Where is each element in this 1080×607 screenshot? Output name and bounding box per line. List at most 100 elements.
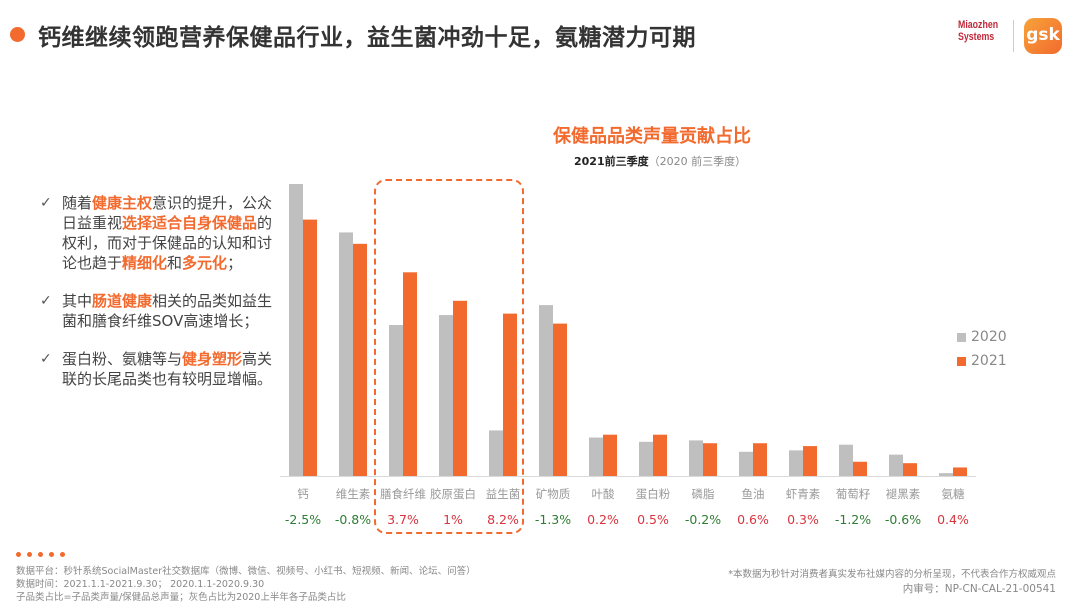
change-label: 0.6%	[737, 512, 769, 527]
bar-2021-7	[653, 434, 667, 476]
bar-2021-0	[303, 219, 317, 477]
category-label: 褪黑素	[886, 487, 921, 501]
change-label: -0.8%	[335, 512, 371, 527]
highlight-text: 健身塑形	[182, 350, 243, 368]
source-platform: 数据平台：秒针系统SocialMaster社交数据库（微博、微信、视频号、小红书…	[16, 566, 476, 577]
bar-2020-2	[389, 325, 403, 476]
bar-2020-12	[889, 454, 903, 476]
bar-2021-6	[603, 434, 617, 476]
bar-2020-4	[489, 430, 503, 476]
category-label: 蛋白粉	[636, 487, 671, 501]
change-label: 0.4%	[937, 512, 969, 527]
legend-item-2020: 2020	[957, 325, 1007, 349]
bullet-text: 意识的提升，公众日益重视	[62, 194, 273, 232]
footer-source: 数据平台：秒针系统SocialMaster社交数据库（微博、微信、视频号、小红书…	[16, 565, 476, 604]
bar-2020-10	[789, 450, 803, 476]
change-label: 0.5%	[637, 512, 669, 527]
bullet-item: ✓ 其中肠道健康相关的品类如益生菌和膳食纤维SOV高速增长；	[40, 291, 280, 331]
bullet-text: ；	[227, 254, 243, 272]
legend-swatch-2021	[957, 356, 966, 366]
bar-2021-13	[953, 467, 967, 476]
bar-2021-1	[353, 243, 367, 476]
category-label: 叶酸	[592, 487, 615, 501]
bar-2020-1	[339, 232, 353, 476]
change-label: -1.2%	[835, 512, 871, 527]
category-label: 鱼油	[742, 487, 765, 501]
bullet-text: 其中	[62, 292, 93, 310]
highlight-box	[374, 179, 524, 534]
bullet-text: 高关联的长尾品类也有较明显增幅。	[62, 350, 273, 388]
bar-2021-9	[753, 443, 767, 476]
category-label: 益生菌	[486, 487, 521, 501]
bar-2020-11	[839, 444, 853, 476]
change-label: -0.6%	[885, 512, 921, 527]
category-label: 磷脂	[692, 487, 715, 501]
category-label: 胶原蛋白	[430, 487, 476, 501]
bullet-text: 蛋白粉、氨糖等与	[62, 350, 183, 368]
logo-divider	[1013, 20, 1014, 52]
change-label: 8.2%	[487, 512, 519, 527]
legend-item-2021: 2021	[957, 349, 1007, 373]
bullet-text: 的权利，而对于保健品的认知和讨论也趋于	[62, 214, 273, 272]
bullet-text: 相关的品类如益生菌和膳食纤维SOV高速增长；	[62, 292, 273, 330]
brand-logos: Miaozhen Systems gsk	[958, 16, 1068, 56]
highlight-text: 多元化	[182, 254, 228, 272]
bar-2020-8	[689, 440, 703, 476]
bar-2021-11	[853, 461, 867, 476]
change-label: 1%	[443, 512, 463, 527]
category-label: 氨糖	[942, 487, 965, 501]
footer-dots	[16, 552, 65, 557]
change-label: 0.2%	[587, 512, 619, 527]
change-label: -1.3%	[535, 512, 571, 527]
source-definition: 子品类占比=子品类声量/保健品总声量；灰色占比为2020上半年各子品类占比	[16, 592, 346, 603]
highlight-text: 精细化	[122, 254, 168, 272]
bar-2020-3	[439, 315, 453, 476]
footer-note: *本数据为秒针对消费者真实发布社媒内容的分析呈现，不代表合作方权威观点 内审号：…	[728, 567, 1056, 597]
bar-2020-5	[539, 305, 553, 476]
check-icon: ✓	[40, 293, 52, 309]
category-label: 维生素	[336, 487, 371, 501]
change-label: 3.7%	[387, 512, 419, 527]
chart-subtitle: 2021前三季度（2020 前三季度）	[574, 153, 746, 169]
insight-bullets: ✓ 随着健康主权意识的提升，公众日益重视选择适合自身保健品的权利，而对于保健品的认…	[40, 193, 280, 407]
category-label: 葡萄籽	[836, 487, 871, 501]
bullet-text: 随着	[62, 194, 93, 212]
change-label: -2.5%	[285, 512, 321, 527]
bar-2021-2	[403, 272, 417, 476]
category-label: 钙	[297, 487, 309, 501]
chart-subtitle-main: 2021前三季度	[574, 155, 649, 168]
highlight-text: 选择适合自身保健品	[122, 214, 258, 232]
bullet-item: ✓ 随着健康主权意识的提升，公众日益重视选择适合自身保健品的权利，而对于保健品的认…	[40, 193, 280, 273]
change-label: -0.2%	[685, 512, 721, 527]
chart-title: 保健品品类声量贡献占比	[553, 126, 751, 147]
check-icon: ✓	[40, 351, 52, 367]
bar-2021-5	[553, 323, 567, 476]
bar-2021-4	[503, 313, 517, 476]
bar-2021-12	[903, 463, 917, 476]
bar-2021-3	[453, 300, 467, 476]
bar-2020-9	[739, 451, 753, 476]
bar-2020-13	[939, 473, 953, 476]
highlight-text: 肠道健康	[92, 292, 153, 310]
title-bullet-dot	[10, 27, 25, 42]
legend-swatch-2020	[957, 332, 966, 342]
highlight-text: 健康主权	[92, 194, 153, 212]
page-title: 钙维继续领跑营养保健品行业，益生菌冲劲十足，氨糖潜力可期	[38, 25, 696, 51]
disclaimer: *本数据为秒针对消费者真实发布社媒内容的分析呈现，不代表合作方权威观点	[728, 569, 1056, 580]
bullet-text: 和	[167, 254, 183, 272]
bar-2021-8	[703, 443, 717, 476]
chart-legend: 2020 2021	[957, 325, 1007, 373]
bar-2020-6	[589, 437, 603, 476]
category-label: 矿物质	[536, 487, 571, 501]
gsk-logo: gsk	[1024, 18, 1062, 54]
change-label: 0.3%	[787, 512, 819, 527]
miaozhen-logo: Miaozhen Systems	[958, 19, 999, 43]
category-label: 膳食纤维	[380, 487, 426, 501]
bullet-item: ✓ 蛋白粉、氨糖等与健身塑形高关联的长尾品类也有较明显增幅。	[40, 349, 280, 389]
source-period: 数据时间：2021.1.1-2021.9.30； 2020.1.1-2020.9…	[16, 579, 265, 590]
chart-subtitle-compare: （2020 前三季度）	[648, 155, 747, 168]
category-label: 虾青素	[786, 487, 821, 501]
bar-2021-10	[803, 446, 817, 476]
check-icon: ✓	[40, 195, 52, 211]
